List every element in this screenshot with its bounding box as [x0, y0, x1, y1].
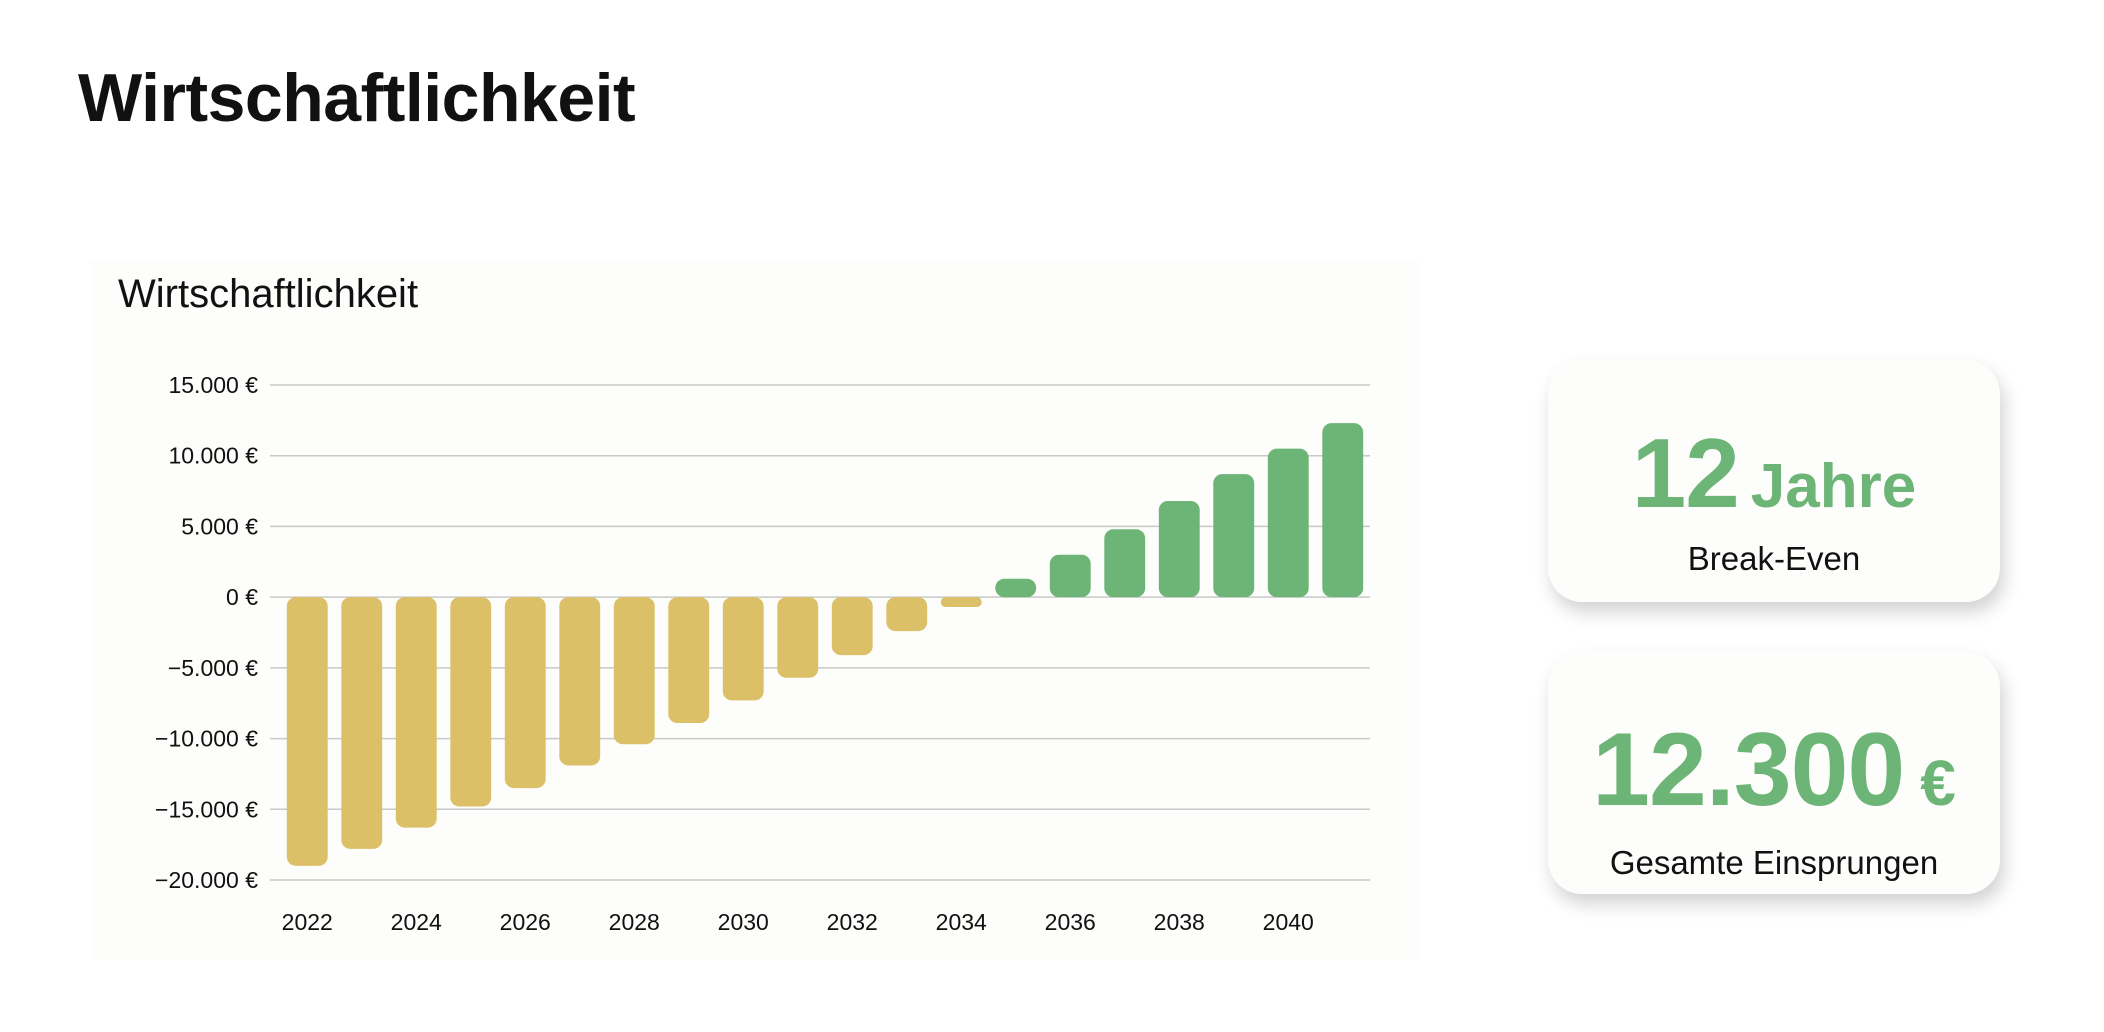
bar-2031	[777, 597, 819, 678]
bar-2036	[1049, 554, 1091, 598]
bar-2030	[722, 597, 764, 701]
total-savings-unit: €	[1920, 747, 1956, 819]
bar-2033	[886, 597, 928, 632]
x-tick-label: 2024	[391, 909, 442, 935]
bar-2025	[450, 597, 492, 807]
y-tick-label: −10.000 €	[155, 726, 258, 752]
bar-2038	[1158, 500, 1200, 598]
x-tick-label: 2032	[827, 909, 878, 935]
bar-2037	[1104, 529, 1146, 598]
chart-title: Wirtschaftlichkeit	[118, 272, 419, 316]
bar-2029	[668, 597, 710, 724]
bar-2035	[995, 578, 1037, 598]
bar-2032	[831, 597, 873, 656]
bar-2028	[613, 597, 655, 745]
break-even-card: 12 Jahre Break-Even	[1548, 360, 2000, 602]
x-tick-label: 2026	[500, 909, 551, 935]
y-tick-label: −15.000 €	[155, 796, 258, 822]
bar-2026	[504, 597, 546, 789]
total-savings-value: 12.300	[1592, 712, 1905, 828]
y-tick-label: −20.000 €	[155, 867, 258, 893]
break-even-caption: Break-Even	[1687, 540, 1861, 577]
x-tick-label: 2034	[936, 909, 987, 935]
y-tick-label: 10.000 €	[168, 443, 258, 469]
x-tick-label: 2022	[282, 909, 333, 935]
bar-2034	[940, 597, 982, 608]
page-title: Wirtschaftlichkeit	[78, 60, 636, 136]
y-tick-label: 5.000 €	[181, 513, 258, 539]
total-savings-kpi: 12.300 €	[1548, 718, 2000, 822]
x-tick-label: 2036	[1045, 909, 1096, 935]
x-tick-label: 2030	[718, 909, 769, 935]
x-axis-ticks: 2022 2024 2026 2028 2030 2032 2034 2036 2038 2040	[282, 909, 1314, 935]
break-even-value: 12	[1631, 418, 1740, 528]
bar-2022	[286, 597, 328, 866]
y-tick-label: 15.000 €	[168, 372, 258, 398]
x-tick-label: 2028	[609, 909, 660, 935]
bar-2039	[1213, 474, 1255, 598]
y-tick-label: −5.000 €	[168, 655, 258, 681]
chart-container: Wirtschaftlichkeit 15.000 € 10.000 € 5.000…	[90, 260, 1420, 960]
y-axis-ticks: 15.000 € 10.000 € 5.000 € 0 € −5.000 € −10.00…	[155, 372, 258, 893]
y-tick-label: 0 €	[226, 584, 258, 610]
grid-lines	[270, 384, 1370, 881]
x-tick-label: 2040	[1263, 909, 1314, 935]
bars	[286, 423, 1364, 866]
bar-2023	[341, 597, 383, 849]
bar-2024	[395, 597, 437, 828]
x-tick-label: 2038	[1154, 909, 1205, 935]
bar-2041	[1322, 423, 1364, 598]
bar-chart: 15.000 € 10.000 € 5.000 € 0 € −5.000 € −10.00…	[155, 372, 1370, 935]
total-savings-caption: Gesamte Einsprungen	[1609, 844, 1939, 881]
bar-2027	[559, 597, 601, 766]
break-even-kpi: 12 Jahre	[1548, 424, 2000, 522]
total-savings-card: 12.300 € Gesamte Einsprungen	[1548, 652, 2000, 894]
bar-2040	[1267, 448, 1309, 598]
break-even-unit: Jahre	[1750, 452, 1917, 521]
